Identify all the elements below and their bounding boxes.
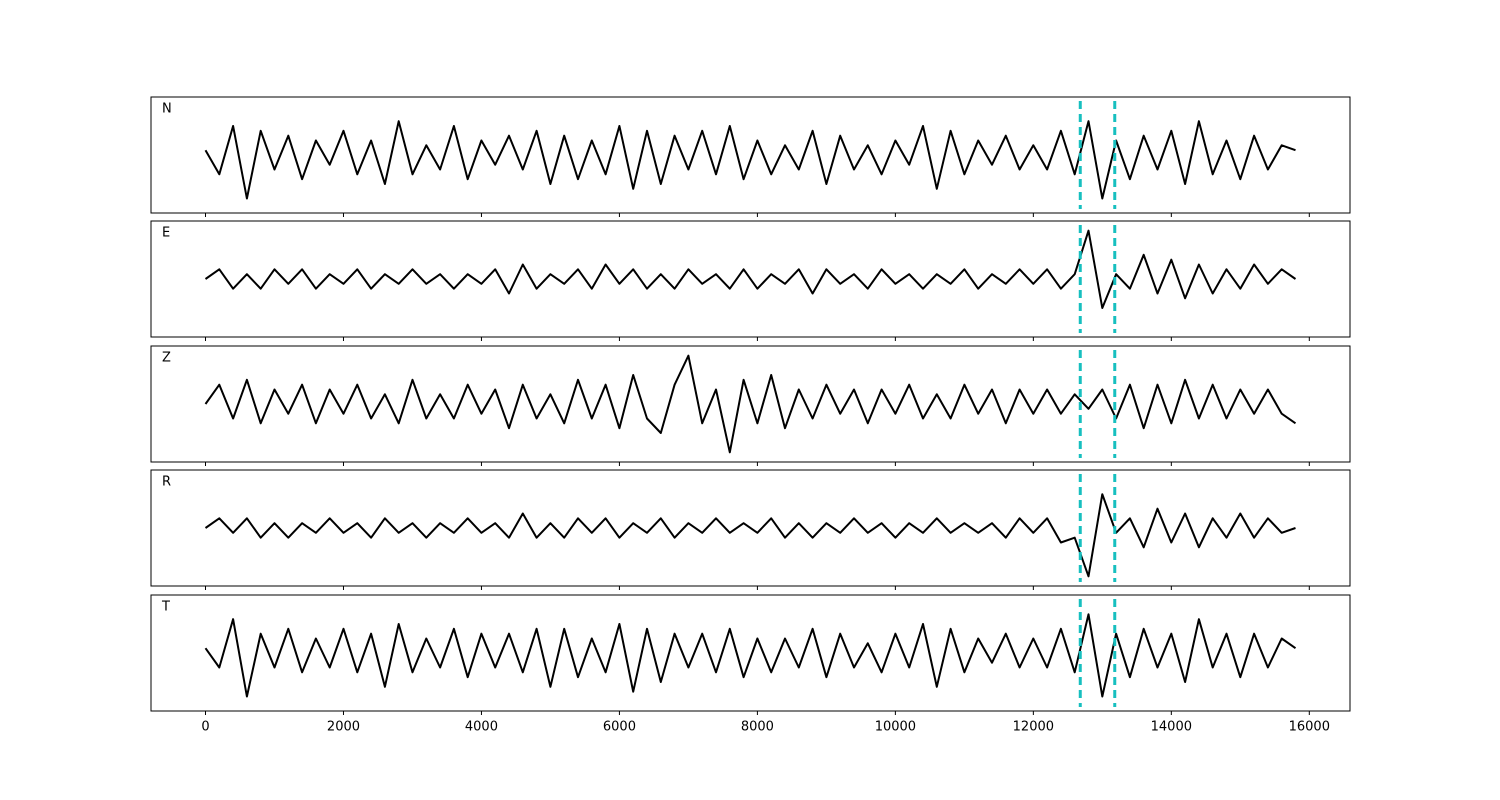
panel-frame (150, 469, 1351, 587)
panel-label: E (162, 226, 170, 241)
x-tick-label: 8000 (741, 720, 774, 735)
x-tick-label: 0 (201, 720, 209, 735)
x-tick-label: 14000 (1151, 720, 1192, 735)
x-tick-label: 2000 (327, 720, 360, 735)
trace (204, 493, 1296, 578)
panel-label: N (162, 102, 172, 117)
trace (204, 229, 1297, 309)
trace (204, 120, 1296, 200)
x-tick-label: 16000 (1289, 720, 1330, 735)
panel-frame (150, 594, 1351, 712)
panel-label: T (161, 600, 170, 615)
x-tick-label: 10000 (875, 720, 916, 735)
panel-label: Z (162, 351, 171, 366)
x-tick-label: 6000 (603, 720, 636, 735)
panel-label: R (162, 475, 171, 490)
trace (204, 354, 1297, 454)
x-tick-label: 12000 (1013, 720, 1054, 735)
panel-frame (150, 96, 1351, 214)
panel-frame (150, 345, 1351, 463)
trace (204, 613, 1297, 698)
panel-frame (150, 220, 1351, 338)
x-tick-label: 4000 (465, 720, 498, 735)
